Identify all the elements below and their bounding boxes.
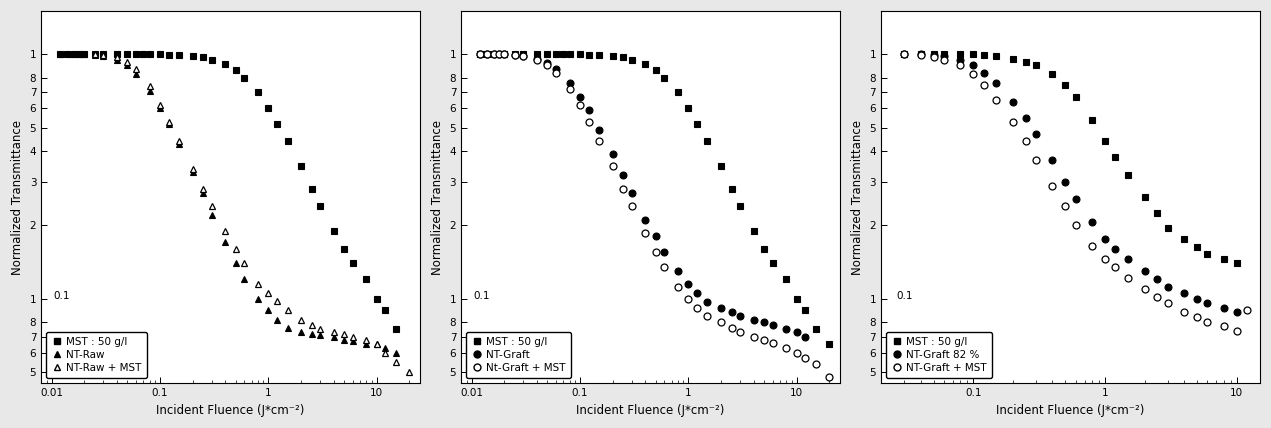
X-axis label: Incident Fluence (J*cm⁻²): Incident Fluence (J*cm⁻²) <box>156 404 305 417</box>
Legend: MST : 50 g/l, NT-Graft, Nt-Graft + MST: MST : 50 g/l, NT-Graft, Nt-Graft + MST <box>466 332 571 378</box>
Y-axis label: Normalized Transmittance: Normalized Transmittance <box>431 120 444 275</box>
X-axis label: Incident Fluence (J*cm⁻²): Incident Fluence (J*cm⁻²) <box>576 404 724 417</box>
Text: 0.1: 0.1 <box>53 291 70 301</box>
Legend: MST : 50 g/l, NT-Raw, NT-Raw + MST: MST : 50 g/l, NT-Raw, NT-Raw + MST <box>46 332 146 378</box>
Legend: MST : 50 g/l, NT-Graft 82 %, NT-Graft + MST: MST : 50 g/l, NT-Graft 82 %, NT-Graft + … <box>886 332 991 378</box>
Text: 0.1: 0.1 <box>896 291 913 301</box>
Y-axis label: Normalized Transmittance: Normalized Transmittance <box>852 120 864 275</box>
X-axis label: Incident Fluence (J*cm⁻²): Incident Fluence (J*cm⁻²) <box>996 404 1145 417</box>
Y-axis label: Normalized Transmittance: Normalized Transmittance <box>11 120 24 275</box>
Text: 0.1: 0.1 <box>474 291 489 301</box>
